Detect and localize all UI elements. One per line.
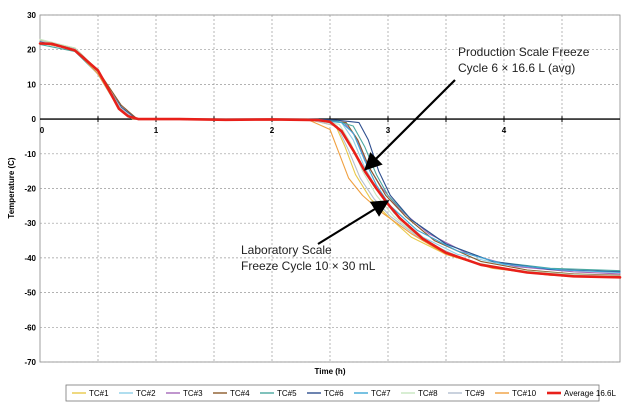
y-tick-label: 30 (27, 11, 36, 20)
y-tick-label: 20 (27, 46, 36, 55)
legend-label: TC#10 (512, 389, 537, 398)
legend: TC#1 TC#2 TC#3 TC#4 TC#5 TC#6 TC#7 TC#8 TC#9 TC#1… (65, 384, 616, 402)
x-tick-label: 4 (502, 126, 507, 135)
y-tick-labels: 30 20 10 0 -10 -20 -30 -40 -50 -60 -70 (24, 11, 36, 367)
annotations: Production Scale Freeze Cycle 6 × 16.6 L … (241, 45, 590, 273)
x-tick-label: 0 (40, 126, 45, 135)
y-tick-label: -50 (24, 289, 36, 298)
series-line-average-16-6l (38, 42, 622, 279)
y-axis-label: Temperature (C) (7, 157, 16, 219)
grid (39, 14, 621, 363)
legend-label: TC#3 (183, 389, 203, 398)
y-tick-label: -30 (24, 219, 36, 228)
x-tick-label: 3 (386, 126, 391, 135)
legend-label: TC#9 (465, 389, 485, 398)
legend-label: TC#4 (230, 389, 250, 398)
annotation-laboratory-scale: Laboratory Scale Freeze Cycle 10 × 30 mL (241, 243, 376, 273)
x-tick-labels: 0 1 2 3 4 (40, 126, 507, 135)
y-tick-label: -60 (24, 323, 36, 332)
series-line-tc-4 (39, 42, 621, 276)
x-tick-label: 2 (270, 126, 275, 135)
y-tick-label: 10 (27, 80, 36, 89)
y-tick-label: -70 (24, 358, 36, 367)
legend-label: TC#1 (89, 389, 109, 398)
legend-box (65, 384, 600, 402)
legend-label: TC#7 (371, 389, 391, 398)
y-tick-label: -40 (24, 254, 36, 263)
y-tick-label: -10 (24, 150, 36, 159)
x-tick-label: 1 (154, 126, 159, 135)
y-tick-label: 0 (32, 115, 37, 124)
legend-label: TC#6 (324, 389, 344, 398)
y-tick-label: -20 (24, 185, 36, 194)
annotation-arrow-laboratory (317, 200, 390, 245)
annotation-production-scale: Production Scale Freeze Cycle 6 × 16.6 L … (458, 45, 590, 75)
legend-label: Average 16.6L (564, 389, 616, 398)
x-axis-label: Time (h) (315, 367, 346, 376)
annotation-arrow-production (364, 79, 456, 171)
series-lines (38, 38, 622, 279)
legend-label: TC#8 (418, 389, 438, 398)
legend-label: TC#2 (136, 389, 156, 398)
legend-label: TC#5 (277, 389, 297, 398)
